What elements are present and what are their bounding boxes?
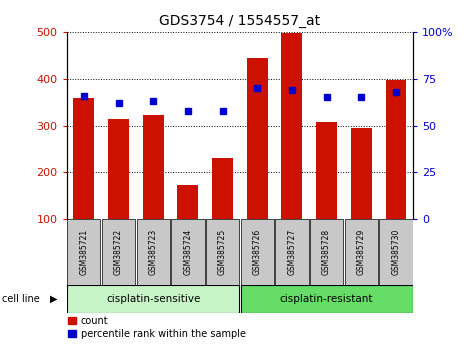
Text: GSM385723: GSM385723 bbox=[149, 229, 158, 275]
Bar bbox=[240, 219, 274, 285]
Bar bbox=[212, 158, 233, 219]
Bar bbox=[102, 219, 135, 285]
Text: cell line: cell line bbox=[2, 294, 40, 304]
Text: cisplatin-resistant: cisplatin-resistant bbox=[280, 294, 373, 304]
Bar bbox=[171, 219, 205, 285]
Bar bbox=[67, 285, 239, 313]
Text: GSM385727: GSM385727 bbox=[287, 229, 296, 275]
Bar bbox=[351, 128, 371, 219]
Bar bbox=[143, 115, 163, 219]
Bar bbox=[282, 33, 302, 219]
Text: GSM385722: GSM385722 bbox=[114, 229, 123, 275]
Bar bbox=[67, 219, 101, 285]
Text: GSM385728: GSM385728 bbox=[322, 229, 331, 275]
Bar bbox=[74, 98, 94, 219]
Text: GSM385726: GSM385726 bbox=[253, 229, 262, 275]
Bar bbox=[344, 219, 378, 285]
Bar bbox=[310, 219, 343, 285]
Legend: count, percentile rank within the sample: count, percentile rank within the sample bbox=[68, 316, 246, 339]
Bar bbox=[275, 219, 309, 285]
Text: cisplatin-sensitive: cisplatin-sensitive bbox=[106, 294, 200, 304]
Bar bbox=[247, 58, 267, 219]
Bar bbox=[136, 219, 170, 285]
Bar bbox=[206, 219, 239, 285]
Bar bbox=[108, 119, 129, 219]
Title: GDS3754 / 1554557_at: GDS3754 / 1554557_at bbox=[159, 14, 321, 28]
Text: GSM385725: GSM385725 bbox=[218, 229, 227, 275]
Text: GSM385729: GSM385729 bbox=[357, 229, 366, 275]
Text: GSM385721: GSM385721 bbox=[79, 229, 88, 275]
Text: GSM385724: GSM385724 bbox=[183, 229, 192, 275]
Bar bbox=[178, 185, 198, 219]
Bar bbox=[379, 219, 413, 285]
Bar bbox=[240, 285, 413, 313]
Text: GSM385730: GSM385730 bbox=[391, 229, 400, 275]
Bar bbox=[316, 122, 337, 219]
Text: ▶: ▶ bbox=[50, 294, 57, 304]
Bar bbox=[386, 80, 406, 219]
